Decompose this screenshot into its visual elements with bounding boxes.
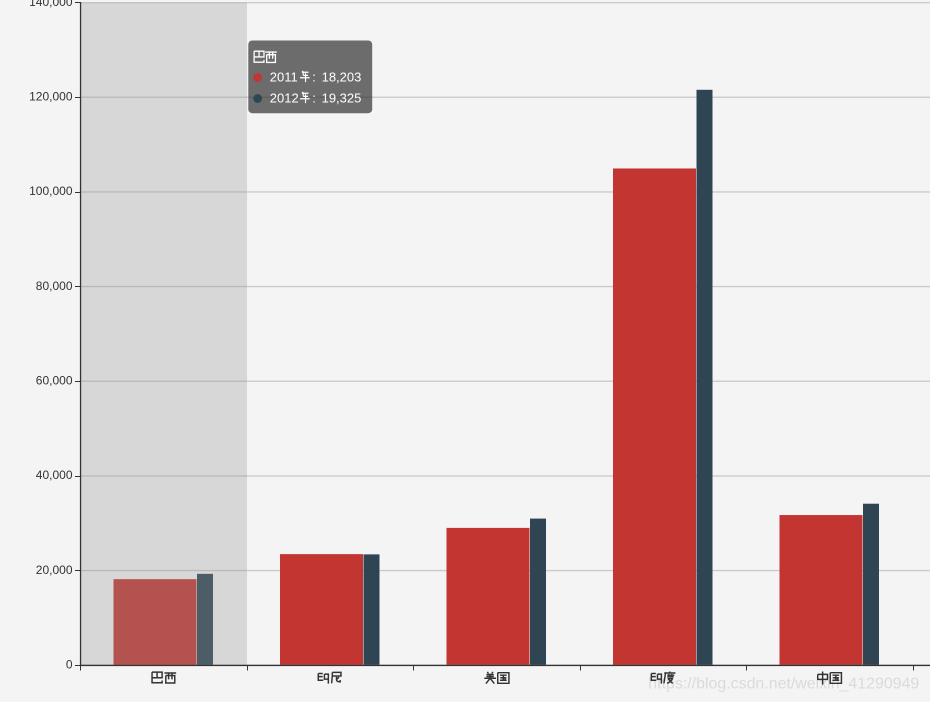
svg-text:140,000: 140,000: [29, 0, 73, 9]
svg-text:80,000: 80,000: [36, 279, 73, 293]
svg-text:19,325: 19,325: [322, 90, 362, 105]
svg-text:0: 0: [66, 658, 73, 672]
svg-text::: :: [312, 69, 316, 84]
svg-text:40,000: 40,000: [36, 468, 73, 482]
svg-text:18,203: 18,203: [322, 69, 362, 84]
svg-text:2012: 2012: [270, 90, 299, 105]
svg-text::: :: [312, 90, 316, 105]
svg-text:https://blog.csdn.net/weixin_4: https://blog.csdn.net/weixin_41290949: [648, 676, 919, 693]
svg-text:60,000: 60,000: [36, 374, 73, 388]
svg-text:20,000: 20,000: [36, 563, 73, 577]
svg-text:2011: 2011: [270, 69, 298, 84]
svg-text:120,000: 120,000: [29, 90, 73, 104]
svg-text:100,000: 100,000: [29, 184, 73, 198]
